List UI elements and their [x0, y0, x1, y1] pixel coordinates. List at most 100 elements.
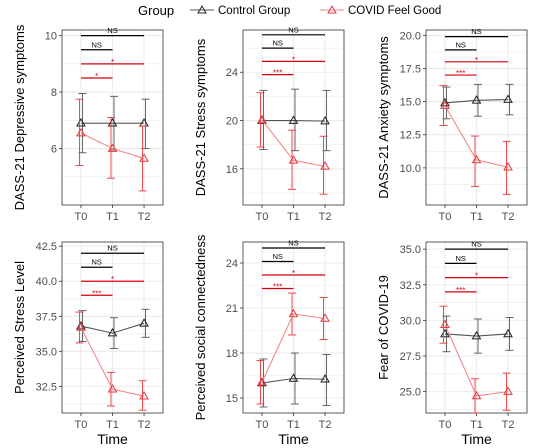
- significance-annotation: NS: [444, 240, 509, 250]
- y-tick-label: 8: [51, 87, 57, 99]
- data-point-triangle: [107, 117, 118, 127]
- data-point-triangle: [288, 115, 299, 124]
- significance-label: *: [111, 58, 114, 67]
- y-tick-label: 16: [226, 164, 238, 176]
- data-point-triangle: [76, 127, 86, 137]
- y-axis-label: DASS-21 Anxiety symptoms: [376, 36, 391, 199]
- data-point-triangle: [320, 313, 330, 322]
- significance-annotation: NS: [80, 40, 113, 51]
- significance-label: NS: [456, 40, 466, 49]
- significance-label: NS: [92, 258, 102, 267]
- significance-annotation: *: [80, 72, 113, 81]
- y-tick-label: 20.0: [400, 30, 421, 42]
- x-tick-label: T1: [470, 211, 483, 223]
- legend-control-triangle-icon: [197, 4, 207, 14]
- significance-label: NS: [107, 244, 117, 253]
- x-tick-label: T2: [319, 211, 332, 223]
- y-tick-label: 25.0: [400, 387, 421, 399]
- data-point-triangle: [76, 322, 86, 331]
- series-line: [80, 132, 145, 159]
- x-tick-label: T2: [138, 419, 151, 431]
- legend-item-covid: COVID Feel Good: [320, 4, 441, 17]
- significance-label: ***: [92, 289, 101, 298]
- data-point-triangle: [139, 318, 149, 327]
- significance-annotation: NS: [261, 252, 294, 263]
- y-tick-label: 18: [226, 348, 238, 360]
- data-point-triangle: [503, 94, 513, 103]
- significance-label: NS: [288, 239, 298, 248]
- data-point-triangle: [288, 308, 299, 318]
- y-tick-label: 40.0: [36, 276, 57, 288]
- y-tick-label: 32.5: [400, 280, 421, 292]
- data-point-triangle: [257, 114, 267, 124]
- series-line: [80, 322, 145, 334]
- y-tick-label: 35.0: [400, 244, 421, 256]
- data-point-triangle: [440, 319, 450, 328]
- data-point-triangle: [471, 330, 482, 340]
- significance-label: NS: [107, 26, 117, 35]
- y-tick-label: 17.5: [400, 63, 421, 75]
- legend-control-label: Control Group: [218, 5, 290, 17]
- legend-item-control: Control Group: [190, 4, 290, 17]
- y-tick-label: 42.5: [36, 241, 57, 253]
- series-control-group: [76, 308, 150, 349]
- significance-annotation: NS: [80, 258, 113, 268]
- y-tick-label: 10: [45, 31, 57, 43]
- panel-4: 32.5 35.0 37.5 40.0 42.5 T0 T1 T2 Perceived Stre…: [12, 241, 164, 447]
- y-tick-label: 15.0: [400, 97, 421, 109]
- significance-label: *: [475, 272, 478, 281]
- significance-annotation: ***: [444, 69, 477, 78]
- x-tick-label: T2: [319, 419, 332, 431]
- series-line: [444, 105, 509, 168]
- x-tick-label: T2: [138, 211, 151, 223]
- significance-annotation: NS: [80, 244, 145, 254]
- data-point-triangle: [471, 390, 482, 400]
- significance-label: ***: [273, 283, 282, 292]
- series-line: [444, 99, 509, 104]
- data-point-triangle: [503, 328, 513, 338]
- data-point-triangle: [320, 115, 330, 125]
- series-line: [444, 324, 509, 397]
- panel-1: 6 8 10 T0 T1 T2 DASS-21 Depressive symptoms NS N…: [12, 24, 164, 223]
- panel-6: 25.0 27.5 30.0 32.5 35.0 T0 T1 T2 Fear of COVID-…: [376, 240, 528, 447]
- significance-annotation: ***: [261, 69, 294, 78]
- significance-annotation: NS: [444, 40, 477, 51]
- data-point-triangle: [503, 162, 513, 171]
- x-tick-label: T0: [256, 211, 269, 223]
- significance-annotation: ***: [80, 289, 113, 298]
- series-line: [80, 327, 145, 397]
- y-axis-label: DASS-21 Depressive symptoms: [12, 24, 27, 210]
- data-point-triangle: [76, 117, 86, 127]
- series-line: [261, 377, 326, 384]
- data-point-triangle: [471, 154, 482, 164]
- legend-covid-label: COVID Feel Good: [348, 5, 441, 17]
- y-tick-label: 20: [226, 116, 238, 128]
- series-covid-feel-good: [75, 98, 149, 192]
- legend-title: Group: [138, 3, 174, 18]
- x-axis-label: Time: [278, 431, 309, 447]
- x-tick-label: T2: [502, 211, 515, 223]
- data-point-triangle: [257, 377, 267, 386]
- significance-label: *: [475, 56, 478, 65]
- significance-annotation: NS: [261, 25, 326, 36]
- y-tick-label: 15: [226, 393, 238, 405]
- series-covid-feel-good: [256, 292, 330, 405]
- x-tick-label: T0: [75, 211, 88, 223]
- legend: Group Control Group COVID Feel Good: [138, 3, 441, 18]
- significance-annotation: *: [261, 55, 326, 64]
- x-tick-label: T1: [287, 419, 300, 431]
- x-tick-label: T0: [75, 419, 88, 431]
- significance-label: *: [292, 269, 295, 278]
- data-point-triangle: [440, 328, 450, 338]
- data-point-triangle: [320, 161, 330, 170]
- x-tick-label: T0: [439, 419, 452, 431]
- significance-label: NS: [456, 254, 466, 263]
- series-covid-feel-good: [439, 85, 513, 195]
- data-point-triangle: [107, 383, 118, 393]
- y-tick-label: 30.0: [400, 315, 421, 327]
- data-point-triangle: [471, 95, 482, 104]
- y-tick-label: 35.0: [36, 346, 57, 358]
- series-line: [261, 119, 326, 122]
- y-tick-label: 24: [226, 67, 238, 79]
- y-tick-label: 27.5: [400, 351, 421, 363]
